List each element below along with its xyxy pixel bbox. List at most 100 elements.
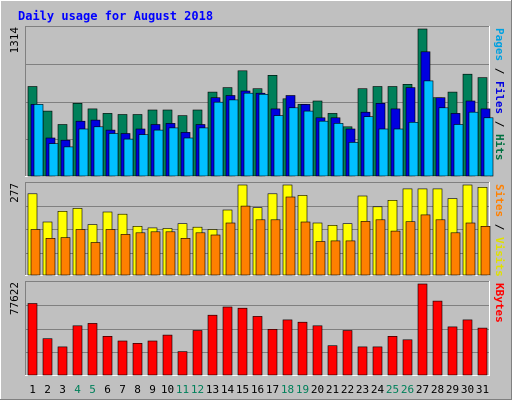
- bar-sites-day-15: [240, 205, 251, 276]
- x-tick-label-day-30: 30: [461, 383, 474, 396]
- x-tick-label-day-19: 19: [296, 383, 309, 396]
- bar-sites-day-16: [255, 219, 266, 276]
- x-tick-label-day-23: 23: [356, 383, 369, 396]
- x-tick-label-day-16: 16: [251, 383, 264, 396]
- bar-pages-day-19: [303, 110, 314, 177]
- bar-kbytes-day-24: [372, 346, 383, 376]
- series-pages: [33, 80, 494, 177]
- bar-pages-day-10: [168, 127, 179, 177]
- bar-kbytes-day-18: [282, 319, 293, 376]
- bar-kbytes-day-9: [147, 340, 158, 376]
- bar-kbytes-day-26: [402, 339, 413, 376]
- x-tick-label-day-14: 14: [221, 383, 235, 396]
- bar-sites-day-3: [60, 237, 71, 276]
- x-tick-label-day-1: 1: [29, 383, 36, 396]
- x-tick-label-day-27: 27: [416, 383, 429, 396]
- bar-sites-day-14: [225, 222, 236, 276]
- x-axis-day-labels: 1 2 3 4 5 6 7 8 9 10 11 12 13 14 15 16 17 18 19 20 21 22 23 24 2…: [29, 383, 489, 396]
- bar-pages-day-22: [348, 142, 359, 177]
- x-tick-label-day-4: 4: [74, 383, 81, 396]
- x-tick-label-day-29: 29: [446, 383, 459, 396]
- bar-pages-day-4: [78, 128, 89, 177]
- bar-kbytes-day-30: [462, 319, 473, 376]
- bar-sites-day-1: [30, 229, 41, 276]
- x-tick-label-day-22: 22: [341, 383, 354, 396]
- bar-sites-day-29: [450, 232, 461, 276]
- bar-pages-day-1: [33, 104, 44, 177]
- bar-kbytes-day-6: [102, 335, 113, 376]
- bar-sites-day-6: [105, 229, 116, 276]
- bar-kbytes-day-15: [237, 307, 248, 376]
- bar-sites-day-24: [375, 219, 386, 276]
- bar-pages-day-7: [123, 138, 134, 177]
- bar-sites-day-18: [285, 196, 296, 276]
- x-tick-label-day-5: 5: [89, 383, 96, 396]
- bar-pages-day-26: [408, 122, 419, 177]
- bar-sites-day-7: [120, 234, 131, 276]
- panel-ymax-label: 277: [8, 183, 21, 203]
- bar-kbytes-day-29: [447, 326, 458, 376]
- legend-part-3: Visits: [493, 237, 506, 277]
- panel-series-legend: Pages / Files / Hits: [493, 28, 506, 161]
- bar-sites-day-25: [390, 230, 401, 276]
- x-tick-label-day-31: 31: [476, 383, 489, 396]
- x-tick-label-day-18: 18: [281, 383, 294, 396]
- legend-part-1: Sites: [493, 184, 506, 217]
- bar-kbytes-day-5: [87, 323, 98, 376]
- x-tick-label-day-17: 17: [266, 383, 279, 396]
- chart-panels: 1314 Pages / Files / Hits 277 Sites / Visit…: [8, 26, 506, 376]
- bar-pages-day-23: [363, 116, 374, 177]
- bar-kbytes-day-20: [312, 325, 323, 376]
- bar-sites-day-28: [435, 219, 446, 276]
- bar-pages-day-30: [468, 111, 479, 177]
- x-tick-label-day-20: 20: [311, 383, 324, 396]
- bar-pages-day-18: [288, 107, 299, 177]
- x-tick-label-day-13: 13: [206, 383, 219, 396]
- legend-part-1: Pages: [493, 28, 506, 61]
- panel-series-legend: Sites / Visits: [493, 184, 506, 277]
- panel-kbytes: 77622 KBytes: [8, 281, 506, 376]
- bar-pages-day-20: [318, 120, 329, 177]
- bar-sites-day-11: [180, 238, 191, 276]
- bar-kbytes-day-1: [27, 303, 38, 376]
- bar-sites-day-26: [405, 221, 416, 276]
- bar-kbytes-day-21: [327, 345, 338, 376]
- bar-pages-day-15: [243, 92, 254, 177]
- bar-sites-day-8: [135, 232, 146, 276]
- bar-sites-day-12: [195, 232, 206, 276]
- x-tick-label-day-15: 15: [236, 383, 249, 396]
- panel-hits-files-pages: 1314 Pages / Files / Hits: [8, 26, 506, 177]
- x-tick-label-day-9: 9: [149, 383, 156, 396]
- bar-sites-day-27: [420, 214, 431, 276]
- bar-kbytes-day-19: [297, 321, 308, 376]
- bar-sites-day-23: [360, 221, 371, 276]
- bar-sites-day-5: [90, 242, 101, 276]
- legend-part-2: /: [493, 217, 506, 237]
- x-tick-label-day-24: 24: [371, 383, 385, 396]
- series-kbytes: [27, 283, 488, 376]
- x-tick-label-day-21: 21: [326, 383, 339, 396]
- bar-pages-day-25: [393, 128, 404, 177]
- chart-title: Daily usage for August 2018: [18, 9, 213, 23]
- bar-sites-day-4: [75, 229, 86, 276]
- x-tick-label-day-25: 25: [386, 383, 399, 396]
- bar-pages-day-6: [108, 133, 119, 177]
- x-tick-label-day-3: 3: [59, 383, 66, 396]
- x-tick-label-day-8: 8: [134, 383, 141, 396]
- legend-part-3: Files: [493, 81, 506, 114]
- bar-pages-day-31: [483, 117, 494, 177]
- bar-pages-day-13: [213, 101, 224, 177]
- bar-kbytes-day-23: [357, 346, 368, 376]
- bar-sites-day-17: [270, 219, 281, 276]
- x-tick-label-day-2: 2: [44, 383, 51, 396]
- bar-kbytes-day-10: [162, 334, 173, 376]
- bar-pages-day-8: [138, 134, 149, 177]
- x-tick-label-day-26: 26: [401, 383, 414, 396]
- legend-part-5: Hits: [493, 134, 506, 161]
- bar-pages-day-21: [333, 123, 344, 177]
- bar-pages-day-16: [258, 94, 269, 177]
- bar-kbytes-day-17: [267, 328, 278, 376]
- bar-kbytes-day-2: [42, 338, 53, 376]
- bar-kbytes-day-8: [132, 342, 143, 376]
